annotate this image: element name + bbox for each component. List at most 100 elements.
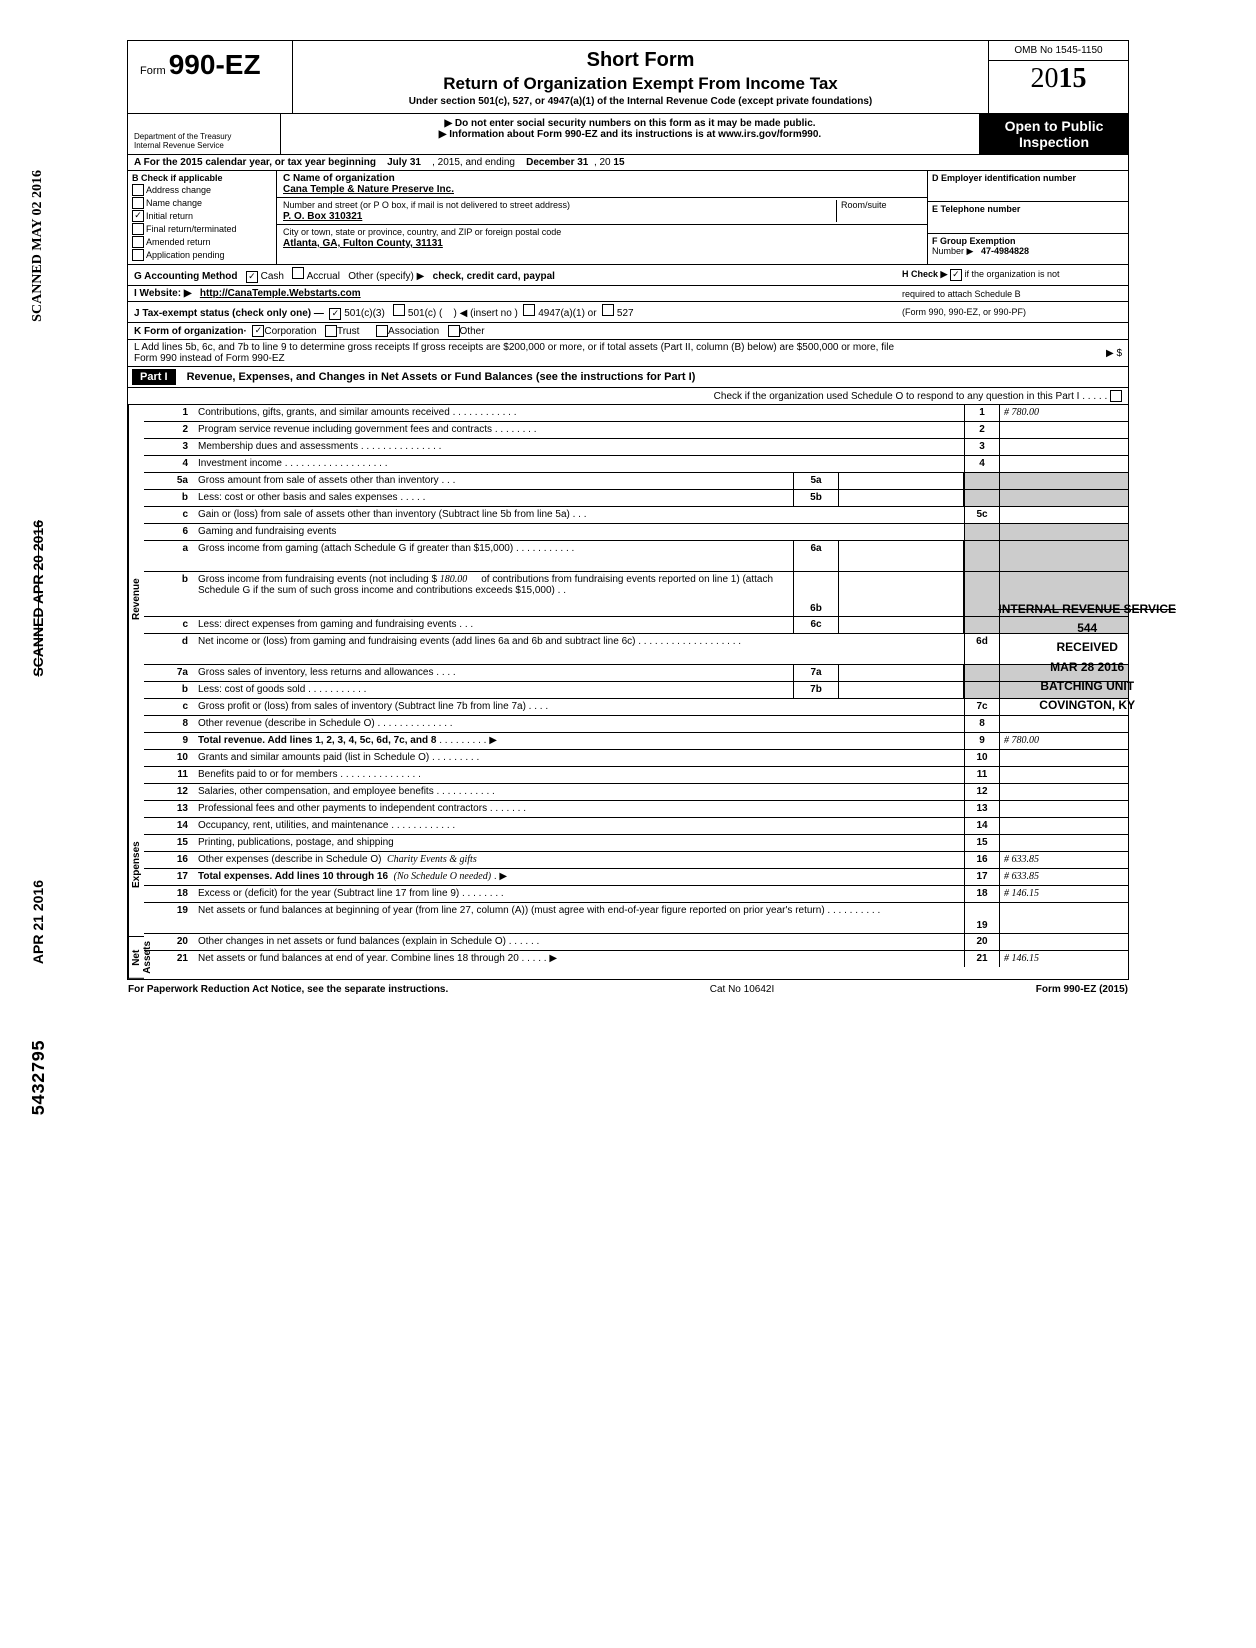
line-1: 1Contributions, gifts, grants, and simil… [144,405,1128,422]
line-1-desc: Contributions, gifts, grants, and simila… [198,407,450,418]
section-d: D Employer identification number [928,171,1128,202]
form-number-box: Form 990-EZ [128,41,293,113]
check-501c[interactable] [393,304,405,316]
date-stamp-3: APR 21 2016 [30,880,46,964]
ssn-warning: ▶ Do not enter social security numbers o… [285,118,975,129]
line-i: I Website: ▶ http://CanaTemple.Webstarts… [128,286,1128,302]
line-9-val: # 780.00 [999,733,1128,749]
dept-irs: Internal Revenue Service [134,141,274,150]
line-15-desc: Printing, publications, postage, and shi… [198,837,394,848]
check-final-return[interactable]: Final return/terminated [132,223,272,235]
line-16-hand: Charity Events & gifts [387,854,477,865]
line-4-desc: Investment income [198,458,282,469]
check-schedO[interactable] [1110,390,1122,402]
k-other: Other [460,326,485,337]
check-name-change[interactable]: Name change [132,197,272,209]
check-app-pending[interactable]: Application pending [132,249,272,261]
section-e: E Telephone number [928,202,1128,233]
check-label: Final return/terminated [146,224,237,234]
line-1-val: # 780.00 [999,405,1128,421]
line-5b: bLess: cost or other basis and sales exp… [144,490,1128,507]
check-4947[interactable] [523,304,535,316]
part-1-check: Check if the organization used Schedule … [128,388,1128,405]
dept-box: Department of the Treasury Internal Reve… [128,114,281,154]
line-6d: dNet income or (loss) from gaming and fu… [144,634,1128,665]
check-label: Amended return [146,237,211,247]
j-501c: 501(c) ( [408,308,442,319]
line-a-begin: July 31 [387,157,421,168]
line-18-val: # 146.15 [999,886,1128,902]
section-def: D Employer identification number E Telep… [927,171,1128,264]
j-insert: ) ◀ (insert no ) [454,308,518,319]
check-corp[interactable]: ✓ [252,325,264,337]
check-address-change[interactable]: Address change [132,184,272,196]
l-arrow: ▶ $ [1106,348,1122,359]
line-5c-desc: Gain or (loss) from sale of assets other… [198,509,570,520]
line-7c-desc: Gross profit or (loss) from sales of inv… [198,701,526,712]
line-6c-desc: Less: direct expenses from gaming and fu… [198,619,456,630]
line-5a: 5aGross amount from sale of assets other… [144,473,1128,490]
line-a-year: 15 [613,157,624,168]
line-12-desc: Salaries, other compensation, and employ… [198,786,434,797]
check-label: Application pending [146,250,225,260]
line-a-mid: , 2015, and ending [432,157,515,168]
check-amended[interactable]: Amended return [132,236,272,248]
stamp-covington: COVINGTON, KY [998,696,1176,715]
line-a-label: A For the 2015 calendar year, or tax yea… [134,157,376,168]
line-18: 18Excess or (deficit) for the year (Subt… [144,886,1128,903]
line-13-desc: Professional fees and other payments to … [198,803,487,814]
line-8: 8Other revenue (describe in Schedule O) … [144,716,1128,733]
subtitle: Under section 501(c), 527, or 4947(a)(1)… [299,96,982,107]
form-title-box: Short Form Return of Organization Exempt… [293,41,988,113]
line-6-desc: Gaming and fundraising events [194,524,964,540]
line-8-desc: Other revenue (describe in Schedule O) [198,718,375,729]
check-cash[interactable]: ✓ [246,271,258,283]
line-6b: b Gross income from fundraising events (… [144,572,1128,617]
line-11-desc: Benefits paid to or for members [198,769,338,780]
line-5b-desc: Less: cost or other basis and sales expe… [198,492,398,503]
j-501c3: 501(c)(3) [344,308,385,319]
line-20: 20Other changes in net assets or fund ba… [144,934,1128,951]
number-stamp: 5432795 [30,1040,50,1116]
part-1-table: Revenue Expenses Net Assets 1Contributio… [128,405,1128,979]
accrual-label: Accrual [307,271,340,282]
website: http://CanaTemple.Webstarts.com [200,288,361,299]
dept-treasury: Department of the Treasury [134,132,274,141]
h-text: if the organization is not [964,269,1059,279]
check-501c3[interactable]: ✓ [329,308,341,320]
check-trust[interactable] [325,325,337,337]
check-other-k[interactable] [448,325,460,337]
line-11: 11Benefits paid to or for members . . . … [144,767,1128,784]
check-accrual[interactable] [292,267,304,279]
j-527: 527 [617,308,634,319]
line-10: 10Grants and similar amounts paid (list … [144,750,1128,767]
check-h[interactable]: ✓ [950,269,962,281]
form-label: Form [140,65,166,77]
k-label: K Form of organization· [134,326,247,337]
section-c: C Name of organization Cana Temple & Nat… [277,171,927,264]
check-527[interactable] [602,304,614,316]
received-stamp: INTERNAL REVENUE SERVICE 544 RECEIVED MA… [998,600,1176,715]
c-city-label: City or town, state or province, country… [283,227,561,237]
mid-7a: 7a [793,665,839,681]
j-4947: 4947(a)(1) or [538,308,596,319]
line-6a: aGross income from gaming (attach Schedu… [144,541,1128,572]
header-row-2: Department of the Treasury Internal Reve… [128,114,1128,155]
section-b: B Check if applicable Address change Nam… [128,171,277,264]
side-revenue: Revenue [128,405,144,793]
f-value: 47-4984828 [981,246,1029,256]
org-name: Cana Temple & Nature Preserve Inc. [283,184,454,195]
i-label: I Website: ▶ [134,288,192,299]
f-label: F Group Exemption [932,236,1016,246]
line-7b: bLess: cost of goods sold . . . . . . . … [144,682,1128,699]
mid-5a: 5a [793,473,839,489]
check-assoc[interactable] [376,325,388,337]
line-16-desc: Other expenses (describe in Schedule O) [198,854,381,865]
title-return: Return of Organization Exempt From Incom… [299,74,982,94]
public-2: Inspection [984,134,1124,150]
line-7c: cGross profit or (loss) from sales of in… [144,699,1128,716]
other-value: check, credit card, paypal [433,271,555,282]
check-label: Name change [146,198,202,208]
line-9: 9Total revenue. Add lines 1, 2, 3, 4, 5c… [144,733,1128,750]
check-initial-return[interactable]: ✓Initial return [132,210,272,222]
